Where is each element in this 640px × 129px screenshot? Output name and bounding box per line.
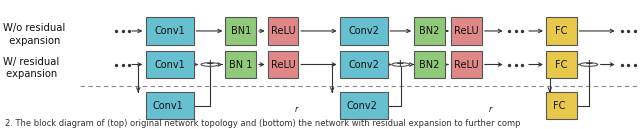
FancyBboxPatch shape: [146, 51, 193, 78]
FancyBboxPatch shape: [414, 17, 445, 45]
Text: FC: FC: [555, 26, 568, 36]
FancyBboxPatch shape: [146, 92, 193, 119]
FancyBboxPatch shape: [225, 17, 256, 45]
FancyBboxPatch shape: [451, 51, 482, 78]
Text: Conv2: Conv2: [348, 26, 379, 36]
Text: 2. The block diagram of (top) original network topology and (bottom) the network: 2. The block diagram of (top) original n…: [5, 119, 520, 128]
Text: +: +: [205, 59, 214, 69]
Text: Conv1: Conv1: [154, 26, 185, 36]
Text: ReLU: ReLU: [454, 59, 479, 70]
Text: +: +: [396, 59, 405, 69]
FancyBboxPatch shape: [546, 17, 577, 45]
Text: BN2: BN2: [419, 26, 440, 36]
Circle shape: [201, 63, 219, 66]
Circle shape: [580, 63, 598, 66]
Text: +: +: [584, 59, 593, 69]
Text: ReLU: ReLU: [271, 26, 295, 36]
Text: W/o residual
  expansion: W/o residual expansion: [3, 23, 65, 46]
Text: Conv1: Conv1: [154, 59, 185, 70]
Text: FC: FC: [553, 101, 566, 111]
FancyBboxPatch shape: [339, 17, 388, 45]
Text: W/ residual
 expansion: W/ residual expansion: [3, 57, 60, 79]
Text: Conv2: Conv2: [346, 101, 377, 111]
FancyBboxPatch shape: [451, 17, 482, 45]
Text: Conv2: Conv2: [348, 59, 379, 70]
FancyBboxPatch shape: [268, 17, 298, 45]
FancyBboxPatch shape: [268, 51, 298, 78]
Text: FC: FC: [555, 59, 568, 70]
Text: BN 1: BN 1: [229, 59, 252, 70]
Text: BN2: BN2: [419, 59, 440, 70]
FancyBboxPatch shape: [146, 17, 193, 45]
FancyBboxPatch shape: [339, 92, 388, 119]
Circle shape: [392, 63, 410, 66]
FancyBboxPatch shape: [225, 51, 256, 78]
FancyBboxPatch shape: [339, 51, 388, 78]
Text: r: r: [489, 104, 492, 114]
Text: Conv1: Conv1: [152, 101, 183, 111]
FancyBboxPatch shape: [546, 51, 577, 78]
FancyBboxPatch shape: [414, 51, 445, 78]
Text: ReLU: ReLU: [271, 59, 295, 70]
FancyBboxPatch shape: [546, 92, 577, 119]
Text: r: r: [295, 104, 298, 114]
Text: BN1: BN1: [230, 26, 251, 36]
Text: ReLU: ReLU: [454, 26, 479, 36]
